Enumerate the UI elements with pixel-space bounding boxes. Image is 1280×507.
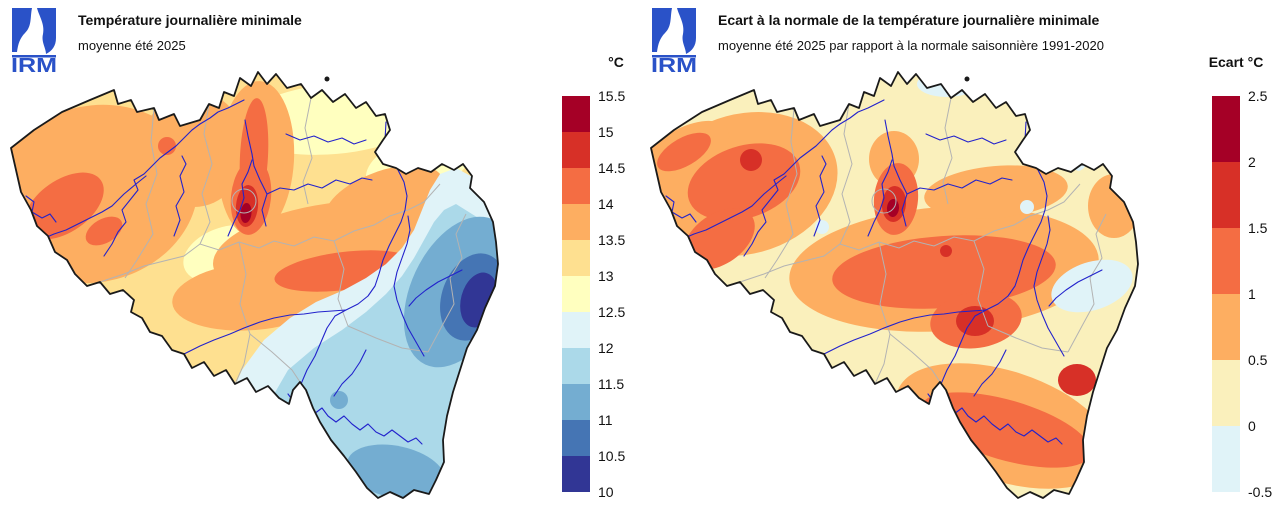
irm-logo-shape-left xyxy=(652,8,672,52)
baarle-enclave-dot xyxy=(324,76,330,82)
colorbar-tick-label: 12 xyxy=(598,340,614,356)
irm-logo: IRM xyxy=(11,8,57,74)
colorbar-segment xyxy=(562,132,590,168)
irm-logo-shape-right xyxy=(677,8,696,54)
colorbar-temperature-bar xyxy=(562,96,590,492)
colorbar-segment xyxy=(1212,360,1240,426)
colorbar-tick-label: 15 xyxy=(598,124,614,140)
colorbar-tick-label: 12.5 xyxy=(598,304,626,320)
temperature-map xyxy=(10,71,499,499)
colorbar-segment xyxy=(562,384,590,420)
colorbar-tick-label: 14.5 xyxy=(598,160,626,176)
colorbar-segment xyxy=(562,204,590,240)
colorbar-segment xyxy=(1212,162,1240,228)
irm-logo-shape-left xyxy=(12,8,32,52)
colorbar-tick-label: 10.5 xyxy=(598,448,626,464)
colorbar-tick-label: 2.5 xyxy=(1248,88,1268,104)
colorbar-tick-label: 11 xyxy=(598,412,613,428)
irm-logo: IRM xyxy=(651,8,697,74)
colorbar-tick-label: 2 xyxy=(1248,154,1256,170)
colorbar-segment xyxy=(562,96,590,132)
colorbar-tick-label: 15.5 xyxy=(598,88,626,104)
colorbar-temperature-unit: °C xyxy=(608,54,624,70)
colorbar-segment xyxy=(1212,228,1240,294)
colorbar-tick-label: 0.5 xyxy=(1248,352,1268,368)
colorbar-segment xyxy=(562,240,590,276)
baarle-enclave-dot xyxy=(964,76,970,82)
belgium-border xyxy=(10,71,499,499)
map-subtitle-temperature: moyenne été 2025 xyxy=(78,38,186,53)
colorbar-segment xyxy=(562,312,590,348)
colorbar-segment xyxy=(562,348,590,384)
colorbar-anomaly-ticks: 2.5 2 1.5 1 0.5 0 -0.5 xyxy=(1248,88,1280,500)
map-title-temperature: Température journalière minimale xyxy=(78,12,302,28)
map-subtitle-anomaly: moyenne été 2025 par rapport à la normal… xyxy=(718,38,1104,53)
colorbar-segment xyxy=(562,456,590,492)
colorbar-segment xyxy=(562,168,590,204)
colorbar-tick-label: 0 xyxy=(1248,418,1256,434)
colorbar-tick-label: 10 xyxy=(598,484,614,500)
colorbar-anomaly: 2.5 2 1.5 1 0.5 0 -0.5 xyxy=(1212,88,1280,500)
colorbar-segment xyxy=(1212,294,1240,360)
anomaly-map xyxy=(650,71,1139,499)
colorbar-segment xyxy=(562,420,590,456)
colorbar-segment xyxy=(1212,96,1240,162)
colorbar-tick-label: 13.5 xyxy=(598,232,626,248)
colorbar-tick-label: 11.5 xyxy=(598,376,625,392)
irm-logo-rule xyxy=(12,55,56,58)
colorbar-segment xyxy=(562,276,590,312)
map-title-anomaly: Ecart à la normale de la température jou… xyxy=(718,12,1100,28)
irm-logo-text: IRM xyxy=(11,55,57,74)
colorbar-temperature-ticks: 15.5 15 14.5 14 13.5 13 12.5 12 11.5 11 10.5 10 xyxy=(598,88,668,500)
colorbar-anomaly-bar xyxy=(1212,96,1240,492)
irm-logo-text: IRM xyxy=(651,55,697,74)
colorbar-anomaly-unit: Ecart °C xyxy=(1208,54,1264,70)
irm-logo-rule xyxy=(652,55,696,58)
belgium-border xyxy=(650,71,1139,499)
colorbar-tick-label: -0.5 xyxy=(1248,484,1273,500)
colorbar-tick-label: 13 xyxy=(598,268,614,284)
colorbar-tick-label: 1.5 xyxy=(1248,220,1268,236)
colorbar-segment xyxy=(1212,426,1240,492)
colorbar-temperature: 15.5 15 14.5 14 13.5 13 12.5 12 11.5 11 10.5 10 xyxy=(562,88,682,500)
colorbar-tick-label: 1 xyxy=(1248,286,1256,302)
colorbar-tick-label: 14 xyxy=(598,196,614,212)
irm-logo-shape-right xyxy=(37,8,56,54)
